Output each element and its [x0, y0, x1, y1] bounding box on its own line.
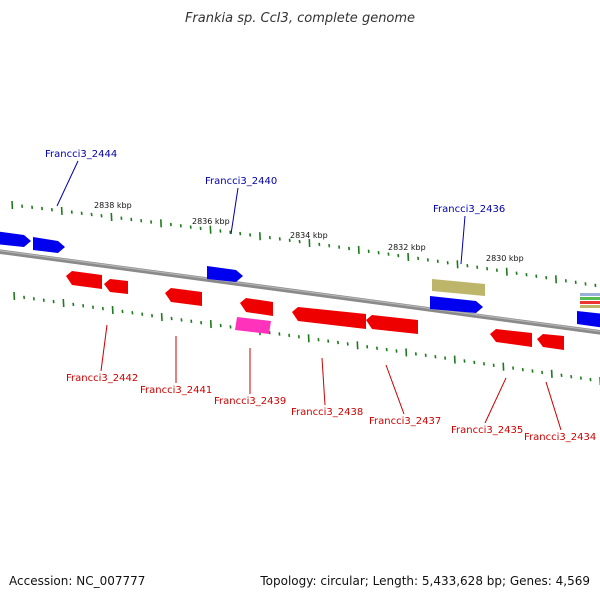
forward-strand-genes [0, 231, 600, 328]
scale-label-2830: 2830 kbp [486, 254, 524, 263]
gene-arrow-reverse[interactable] [292, 307, 366, 329]
pseudo-gene[interactable] [432, 279, 485, 296]
map-title: Frankia sp. CcI3, complete genome [185, 11, 415, 26]
gene-label-Francci3_2442[interactable]: Francci3_2442 [66, 373, 138, 384]
callout-line [100, 324, 108, 372]
accession-text: Accession: NC_007777 [9, 574, 146, 588]
gene-label-Francci3_2441[interactable]: Francci3_2441 [140, 385, 212, 396]
rna-gene-stack[interactable] [580, 297, 600, 300]
gene-arrow-reverse[interactable] [490, 329, 532, 347]
gene-label-Francci3_2440[interactable]: Francci3_2440 [205, 176, 277, 187]
gene-label-Francci3_2435[interactable]: Francci3_2435 [451, 425, 523, 436]
reverse-strand-genes [66, 271, 564, 350]
rna-gene-stack[interactable] [580, 293, 600, 296]
gene-arrow-forward[interactable] [0, 231, 31, 247]
scale-label-2834: 2834 kbp [290, 231, 328, 240]
callout-line [545, 381, 562, 431]
gene-arrow-reverse[interactable] [240, 298, 273, 316]
gene-arrow-forward[interactable] [430, 296, 483, 313]
rna-gene[interactable] [235, 317, 271, 334]
gene-arrow-reverse[interactable] [66, 271, 102, 289]
genome-backbone [0, 249, 600, 335]
gene-arrow-reverse[interactable] [366, 315, 418, 334]
genome-summary-text: Topology: circular; Length: 5,433,628 bp… [260, 574, 590, 588]
gene-label-Francci3_2437[interactable]: Francci3_2437 [369, 416, 441, 427]
gene-arrow-forward[interactable] [577, 311, 600, 328]
gene-label-Francci3_2444[interactable]: Francci3_2444 [45, 149, 117, 160]
gene-label-Francci3_2438[interactable]: Francci3_2438 [291, 407, 363, 418]
scale-label-2836: 2836 kbp [192, 217, 230, 226]
callout-line [385, 364, 405, 415]
gene-arrow-forward[interactable] [33, 237, 65, 253]
scale-label-2838: 2838 kbp [94, 201, 132, 210]
callout-line [321, 357, 326, 406]
gene-label-Francci3_2436[interactable]: Francci3_2436 [433, 204, 505, 215]
rna-gene-stack[interactable] [580, 301, 600, 304]
rna-gene-stack[interactable] [580, 305, 600, 308]
reverse-gene-labels: Francci3_2442 Francci3_2441 Francci3_243… [66, 324, 596, 443]
callout-line [484, 377, 507, 424]
gene-arrow-reverse[interactable] [165, 288, 202, 306]
outer-tick-track [11, 200, 597, 288]
gene-label-Francci3_2439[interactable]: Francci3_2439 [214, 396, 286, 407]
inner-tick-track [13, 291, 600, 386]
gene-arrow-reverse[interactable] [537, 334, 564, 350]
gene-arrow-forward[interactable] [207, 266, 243, 282]
callout-line [230, 187, 239, 235]
callout-line [56, 160, 79, 207]
gene-label-Francci3_2434[interactable]: Francci3_2434 [524, 432, 596, 443]
scale-label-2832: 2832 kbp [388, 243, 426, 252]
callout-line [460, 215, 466, 265]
forward-gene-labels: Francci3_2444 Francci3_2440 Francci3_243… [45, 149, 505, 265]
gene-arrow-reverse[interactable] [104, 279, 128, 294]
